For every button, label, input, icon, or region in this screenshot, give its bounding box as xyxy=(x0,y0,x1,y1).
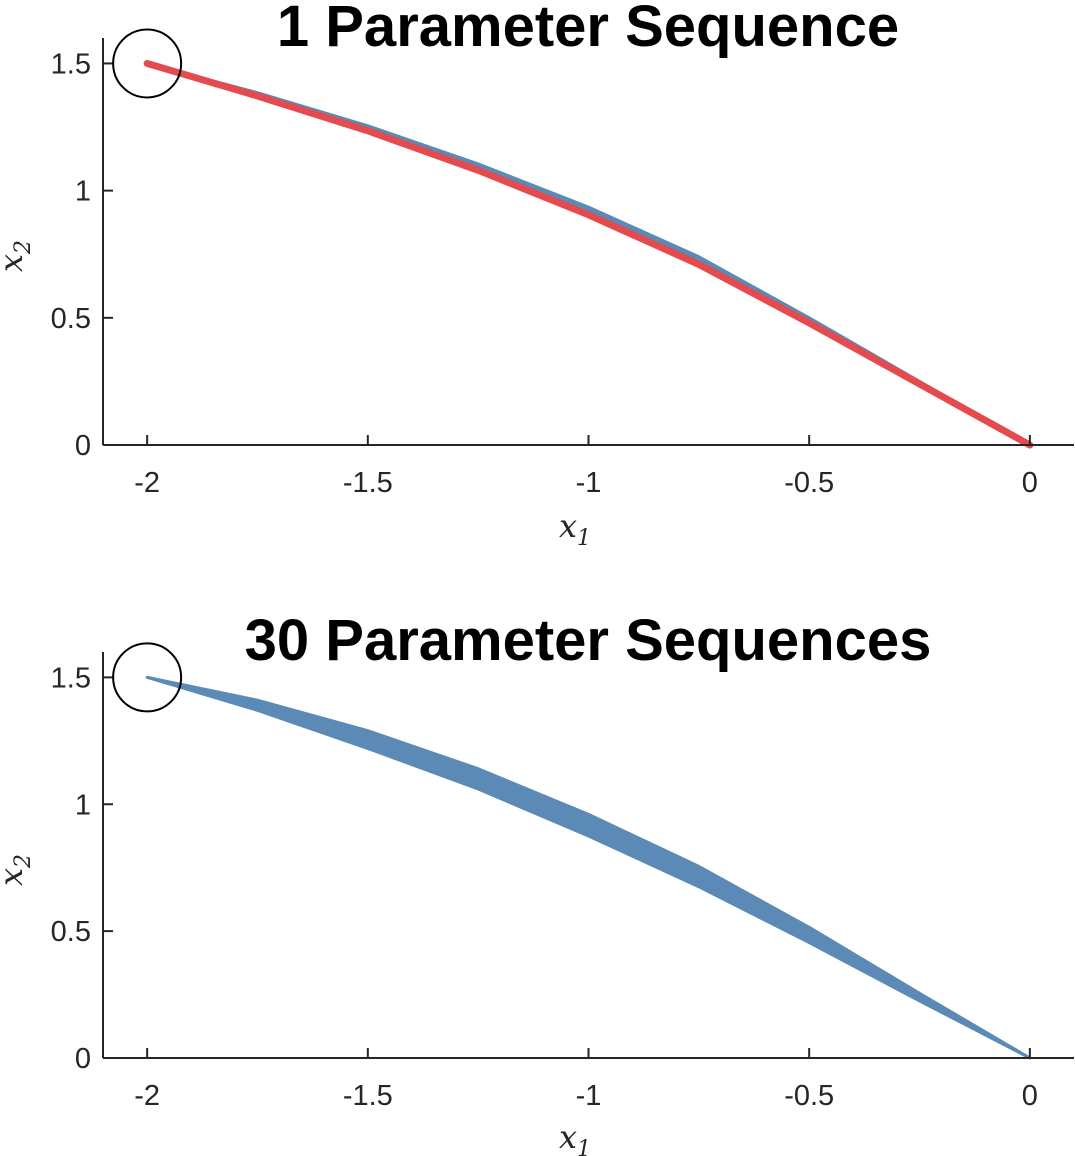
trajectory-band xyxy=(145,61,1032,447)
y-axis-label-main: x xyxy=(0,868,30,886)
chart-title: 1 Parameter Sequence xyxy=(277,0,899,59)
x-tick-label: -2 xyxy=(134,1080,160,1112)
y-tick-label: 1.5 xyxy=(51,48,91,80)
y-axis-label: x2 xyxy=(0,240,36,272)
marker-layer xyxy=(112,28,183,99)
band-layer xyxy=(145,61,1032,447)
y-tick-label: 0 xyxy=(75,430,91,462)
x-tick-label: -1.5 xyxy=(343,467,393,499)
x-axis-label: x1 xyxy=(559,507,591,551)
y-tick-label: 0 xyxy=(75,1043,91,1075)
y-axis-label-sub: 2 xyxy=(11,240,36,255)
axes-layer xyxy=(102,652,1074,1059)
start-marker-circle xyxy=(112,642,183,713)
x-tick-label: -1 xyxy=(576,1080,602,1112)
x-axis-label-main: x xyxy=(559,507,577,545)
x-tick-labels: -2 -1.5 -1 -0.5 0 xyxy=(134,467,1038,499)
x-tick-label: -1.5 xyxy=(343,1080,393,1112)
y-tick-labels: 0 0.5 1 1.5 xyxy=(51,662,91,1075)
x-tick-label: -0.5 xyxy=(784,1080,834,1112)
x-axis-label: x1 xyxy=(559,1118,591,1156)
chart-title: 30 Parameter Sequences xyxy=(245,608,932,673)
y-tick-label: 0.5 xyxy=(51,916,91,948)
marker-layer xyxy=(112,642,183,713)
x-tick-labels: -2 -1.5 -1 -0.5 0 xyxy=(134,1080,1038,1112)
y-axis-label-main: x xyxy=(0,254,30,272)
x-tick-label: -2 xyxy=(134,467,160,499)
x-axis-label-sub: 1 xyxy=(577,1137,591,1156)
panel-top: 1 Parameter Sequence -2 -1.5 -1 -0.5 0 0 0.5 1… xyxy=(0,0,1074,551)
x-axis-label-sub: 1 xyxy=(577,526,591,551)
trajectory-band xyxy=(145,675,1032,1060)
start-marker-circle xyxy=(112,28,183,99)
y-tick-labels: 0 0.5 1 1.5 xyxy=(51,48,91,462)
y-tick-label: 0.5 xyxy=(51,303,91,335)
x-axis-label-main: x xyxy=(559,1118,577,1156)
y-tick-label: 1 xyxy=(75,789,91,821)
y-axis-label: x2 xyxy=(0,854,36,886)
y-tick-label: 1 xyxy=(75,176,91,208)
line-layer xyxy=(143,59,1034,449)
x-tick-label: 0 xyxy=(1022,467,1038,499)
y-axis-label-sub: 2 xyxy=(11,854,36,869)
x-tick-label: -1 xyxy=(576,467,602,499)
band-layer xyxy=(145,675,1032,1060)
x-tick-label: -0.5 xyxy=(784,467,834,499)
nominal-trajectory-line xyxy=(143,59,1034,449)
x-tick-label: 0 xyxy=(1022,1080,1038,1112)
y-tick-label: 1.5 xyxy=(51,662,91,694)
panel-bottom: 30 Parameter Sequences -2 -1.5 -1 -0.5 0 0 0.… xyxy=(0,608,1074,1156)
axes-layer xyxy=(102,38,1074,446)
